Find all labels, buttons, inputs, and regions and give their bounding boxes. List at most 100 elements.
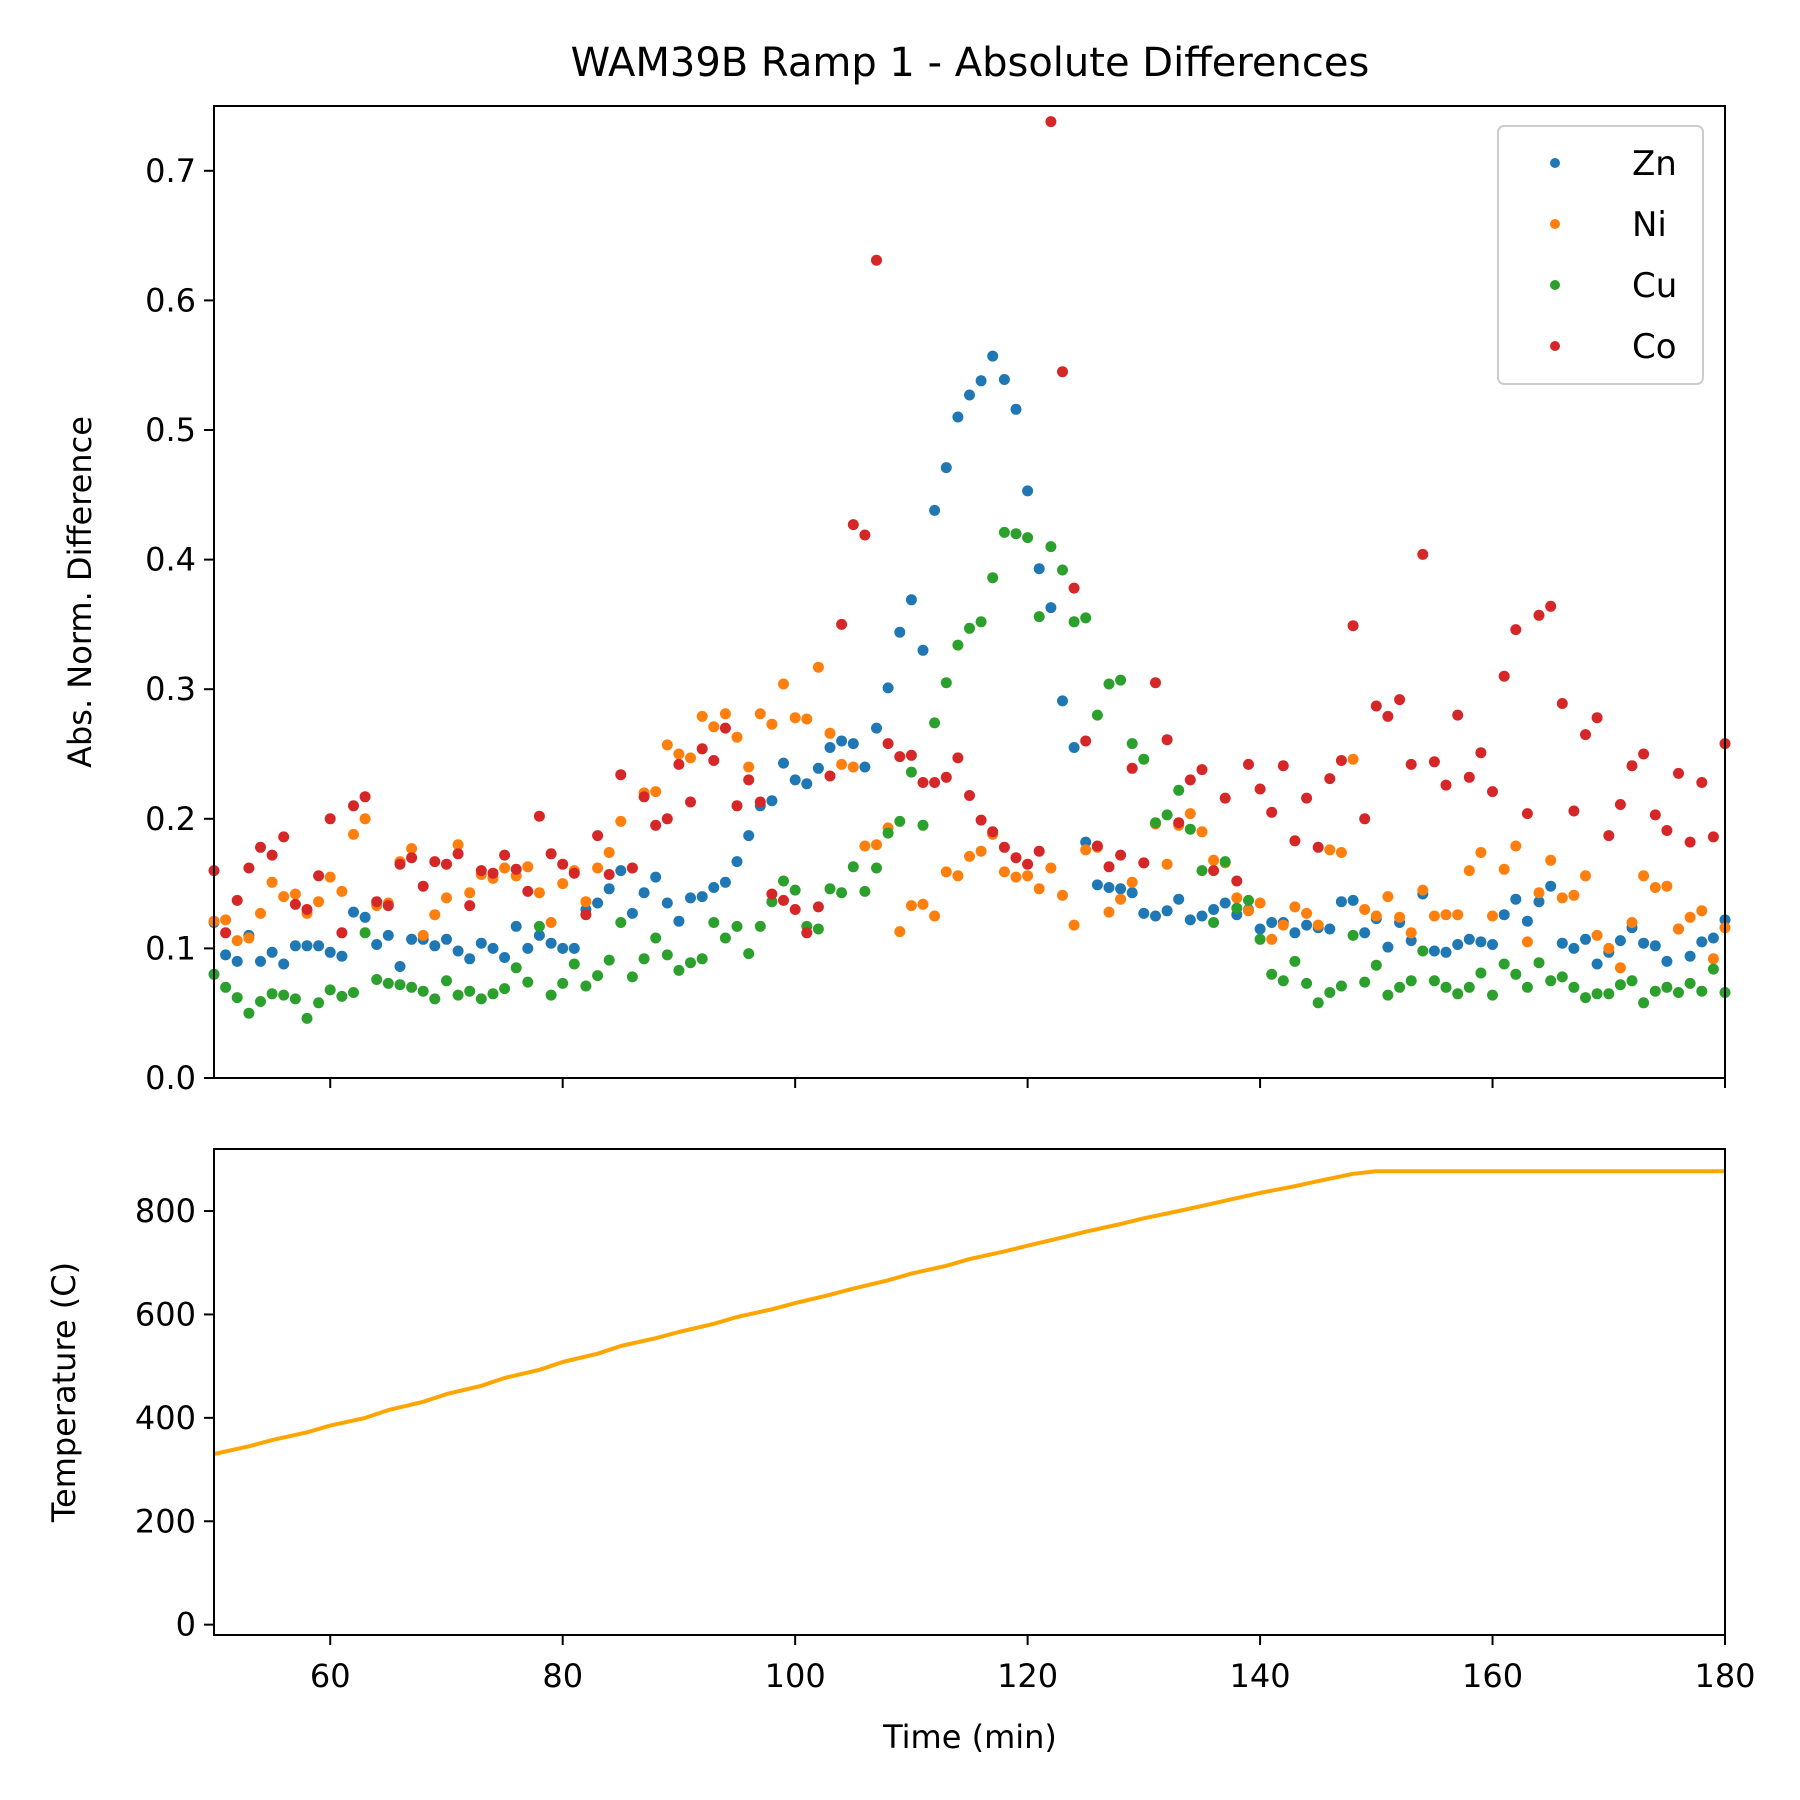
point-ni	[1626, 917, 1638, 928]
point-co	[615, 769, 627, 781]
x-tick-label: 60	[310, 1657, 351, 1695]
chart-title: WAM39B Ramp 1 - Absolute Differences	[571, 40, 1370, 86]
point-co	[266, 849, 278, 861]
point-ni	[243, 932, 255, 944]
point-cu	[1219, 856, 1231, 868]
point-zn	[1649, 940, 1661, 952]
point-zn	[533, 929, 545, 941]
point-zn	[1324, 923, 1336, 935]
point-ni	[1103, 906, 1115, 918]
point-cu	[1591, 988, 1603, 1000]
point-zn	[801, 778, 813, 790]
x-tick-label: 80	[542, 1657, 583, 1695]
point-zn	[545, 937, 557, 949]
point-co	[1510, 624, 1522, 636]
top-y-tick-label: 0.6	[145, 281, 196, 319]
point-cu	[429, 993, 441, 1005]
point-zn	[615, 865, 627, 877]
point-co	[289, 898, 301, 910]
point-ni	[580, 896, 592, 908]
point-zn	[1208, 904, 1220, 915]
point-ni	[696, 710, 708, 722]
point-zn	[1696, 936, 1708, 948]
point-ni	[1707, 953, 1719, 965]
point-co	[1126, 762, 1138, 774]
point-zn	[1487, 939, 1498, 950]
point-ni	[1487, 910, 1498, 922]
point-co	[1661, 825, 1673, 836]
point-ni	[1184, 808, 1196, 820]
point-zn	[661, 897, 673, 909]
point-ni	[998, 866, 1010, 878]
point-cu	[1440, 981, 1452, 993]
point-cu	[301, 1012, 313, 1024]
point-cu	[696, 953, 708, 965]
point-co	[359, 791, 371, 803]
point-ni	[871, 839, 882, 851]
point-zn	[1707, 932, 1719, 944]
point-zn	[1440, 946, 1452, 958]
legend-marker-co	[1550, 341, 1560, 351]
point-cu	[1289, 955, 1301, 967]
point-zn	[266, 946, 278, 958]
point-ni	[789, 712, 801, 724]
point-ni	[1254, 897, 1266, 909]
point-cu	[1417, 945, 1429, 957]
point-zn	[778, 757, 789, 769]
point-ni	[1394, 911, 1406, 923]
point-co	[1033, 845, 1045, 857]
point-ni	[952, 870, 964, 882]
point-ni	[1428, 910, 1440, 922]
point-zn	[1463, 933, 1475, 945]
point-cu	[1138, 753, 1150, 765]
point-zn	[998, 374, 1010, 385]
point-co	[719, 722, 731, 734]
point-co	[1673, 767, 1684, 779]
point-zn	[1614, 935, 1626, 947]
point-co	[568, 867, 580, 879]
point-co	[1150, 677, 1161, 689]
point-zn	[871, 722, 882, 734]
point-cu	[708, 917, 720, 928]
point-cu	[1115, 674, 1127, 686]
point-cu	[1045, 541, 1057, 553]
point-ni	[324, 871, 336, 883]
point-co	[789, 904, 801, 915]
point-co	[1533, 609, 1545, 621]
point-cu	[475, 993, 487, 1005]
point-co	[1277, 760, 1289, 772]
point-co	[905, 749, 917, 761]
point-co	[1707, 831, 1719, 843]
point-zn	[475, 937, 487, 949]
point-ni	[1591, 929, 1603, 941]
point-co	[1254, 783, 1266, 795]
point-cu	[1126, 738, 1138, 750]
point-co	[1324, 773, 1336, 785]
point-ni	[650, 786, 662, 798]
point-ni	[708, 721, 720, 733]
point-zn	[1068, 742, 1080, 753]
point-co	[580, 909, 592, 921]
point-zn	[1126, 887, 1138, 899]
point-cu	[650, 932, 662, 944]
bottom-y-tick-label: 400	[135, 1399, 196, 1437]
point-co	[348, 800, 359, 812]
point-zn	[929, 504, 941, 516]
point-zn	[894, 626, 906, 638]
point-zn	[836, 735, 848, 747]
point-ni	[545, 917, 557, 928]
point-cu	[441, 975, 452, 987]
point-cu	[673, 964, 685, 976]
point-ni	[894, 926, 906, 938]
point-zn	[859, 761, 871, 773]
point-co	[255, 841, 266, 853]
point-co	[1359, 813, 1371, 825]
point-cu	[685, 957, 696, 969]
top-y-tick-label: 0.5	[145, 411, 196, 449]
point-cu	[1452, 988, 1464, 1000]
point-cu	[1231, 902, 1243, 914]
bottom-y-axis-label: Temperature (C)	[45, 1262, 83, 1523]
point-zn	[1521, 915, 1533, 927]
bottom-y-tick-label: 0	[176, 1606, 196, 1644]
point-cu	[1463, 981, 1475, 993]
